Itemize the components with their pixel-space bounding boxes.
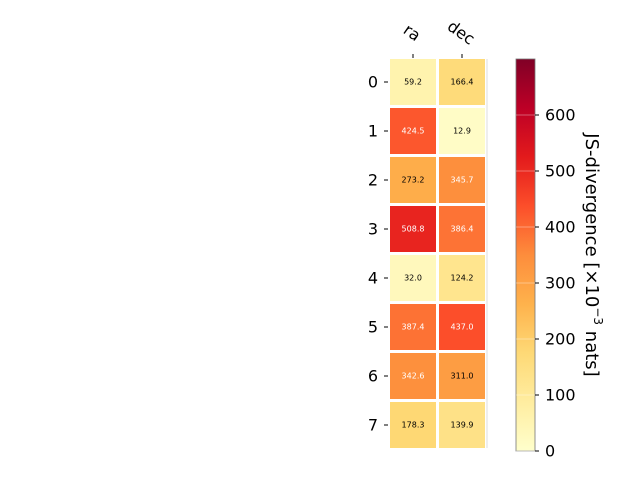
y-tick-label: 0 xyxy=(368,73,378,92)
x-axis: ra dec xyxy=(400,16,478,58)
colorbar-tick-label: 100 xyxy=(545,386,576,405)
cell-value-label: 311.0 xyxy=(451,372,474,381)
y-tick-label: 4 xyxy=(368,269,378,288)
heatmap-cell xyxy=(390,108,436,154)
colorbar-tick-label: 400 xyxy=(545,218,576,237)
cell-value-label: 386.4 xyxy=(451,225,474,234)
colorbar-tick-label: 300 xyxy=(545,274,576,293)
colorbar-gradient xyxy=(515,58,536,452)
cell-value-label: 178.3 xyxy=(402,421,425,430)
colorbar: 0 100 200 300 400 500 600 JS-divergence [×10−3… xyxy=(515,58,606,461)
y-tick-label: 3 xyxy=(368,220,378,239)
heatmap-cell xyxy=(390,157,436,203)
y-tick-label: 2 xyxy=(368,171,378,190)
y-axis: 0 1 2 3 4 5 6 7 xyxy=(368,73,388,435)
y-tick-label: 1 xyxy=(368,122,378,141)
colorbar-label: JS-divergence [×10−3 nats] xyxy=(581,132,606,376)
colorbar-tick-label: 200 xyxy=(545,330,576,349)
heatmap-cell xyxy=(390,206,436,252)
heatmap-cell xyxy=(390,353,436,399)
colorbar-tick-label: 0 xyxy=(545,442,555,461)
heatmap-cells: 59.2 166.4 424.5 12.9 273.2 345.7 508.8 386.4 32… xyxy=(390,59,488,448)
heatmap-cell xyxy=(390,59,436,105)
heatmap-cell xyxy=(439,206,485,252)
heatmap-cell xyxy=(439,59,485,105)
cell-value-label: 437.0 xyxy=(451,323,474,332)
cell-value-label: 342.6 xyxy=(402,372,425,381)
heatmap-cell xyxy=(390,402,436,448)
x-tick-label: dec xyxy=(444,16,478,48)
cell-value-label: 166.4 xyxy=(451,78,474,87)
y-tick-label: 7 xyxy=(368,416,378,435)
heatmap-cell xyxy=(439,304,485,350)
cell-value-label: 59.2 xyxy=(404,78,422,87)
x-tick-label: ra xyxy=(400,20,424,45)
heatmap-cell xyxy=(439,157,485,203)
colorbar-tick-label: 500 xyxy=(545,162,576,181)
colorbar-tick-label: 600 xyxy=(545,106,576,125)
cell-value-label: 12.9 xyxy=(453,127,471,136)
heatmap-cell xyxy=(439,255,485,301)
heatmap-cell xyxy=(439,402,485,448)
cell-value-label: 32.0 xyxy=(404,274,422,283)
cell-value-label: 139.9 xyxy=(451,421,474,430)
cell-value-label: 273.2 xyxy=(402,176,425,185)
cell-value-label: 508.8 xyxy=(402,225,425,234)
colorbar-ticks: 0 100 200 300 400 500 600 xyxy=(516,106,576,461)
y-tick-label: 5 xyxy=(368,318,378,337)
heatmap-cell xyxy=(439,108,485,154)
y-tick-label: 6 xyxy=(368,367,378,386)
cell-value-label: 124.2 xyxy=(451,274,474,283)
cell-value-label: 345.7 xyxy=(451,176,474,185)
heatmap-cell xyxy=(390,304,436,350)
heatmap-cell xyxy=(390,255,436,301)
heatmap-cell xyxy=(439,353,485,399)
cell-value-label: 387.4 xyxy=(402,323,425,332)
cell-value-label: 424.5 xyxy=(402,127,425,136)
